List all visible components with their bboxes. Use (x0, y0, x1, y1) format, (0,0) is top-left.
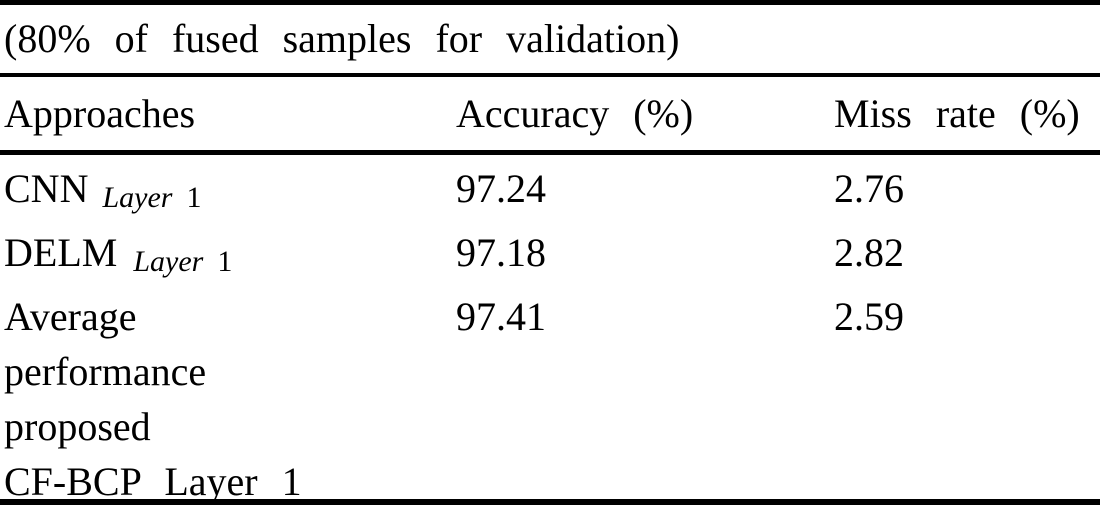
table-row: DELM Layer 1 97.18 2.82 (0, 225, 1100, 289)
approach-subscript-number: 1 (217, 245, 233, 278)
approach-subscript-number: 1 (186, 181, 202, 214)
caption-divider-rule (0, 73, 1100, 77)
accuracy-value: 97.18 (456, 230, 546, 275)
table-header-row: Approaches Accuracy (%) Miss rate (%) (0, 77, 1100, 150)
table-bottom-rule (0, 499, 1100, 505)
approach-name: CNN (4, 166, 89, 211)
approach-name-line: CF-BCP Layer 1 (4, 459, 302, 504)
approach-cell: Average performance proposed CF-BCP Laye… (4, 289, 456, 505)
accuracy-value: 97.41 (456, 294, 546, 339)
approach-subscript: Layer (102, 181, 173, 214)
approach-cell: DELM Layer 1 (4, 225, 456, 289)
approach-name-line: proposed (4, 404, 151, 449)
table-row: CNN Layer 1 97.24 2.76 (0, 161, 1100, 225)
column-header-accuracy: Accuracy (%) (456, 91, 694, 136)
miss-rate-value: 2.82 (834, 230, 904, 275)
column-header-approaches: Approaches (4, 91, 196, 136)
table-body: CNN Layer 1 97.24 2.76 DELM Layer 1 97.18 2.… (0, 155, 1100, 505)
approach-name-line: Average (4, 294, 137, 339)
approach-subscript: Layer (133, 245, 204, 278)
accuracy-value: 97.24 (456, 166, 546, 211)
column-header-miss-rate: Miss rate (%) (834, 91, 1080, 136)
approach-name-line: performance (4, 349, 207, 394)
table-top-rule (0, 0, 1100, 5)
approach-cell: CNN Layer 1 (4, 161, 456, 225)
approach-name: DELM (4, 230, 118, 275)
table-caption: (80% of fused samples for validation) (4, 16, 680, 61)
table-row: Average performance proposed CF-BCP Laye… (0, 289, 1100, 505)
miss-rate-value: 2.76 (834, 166, 904, 211)
miss-rate-value: 2.59 (834, 294, 904, 339)
header-divider-rule (0, 150, 1100, 155)
